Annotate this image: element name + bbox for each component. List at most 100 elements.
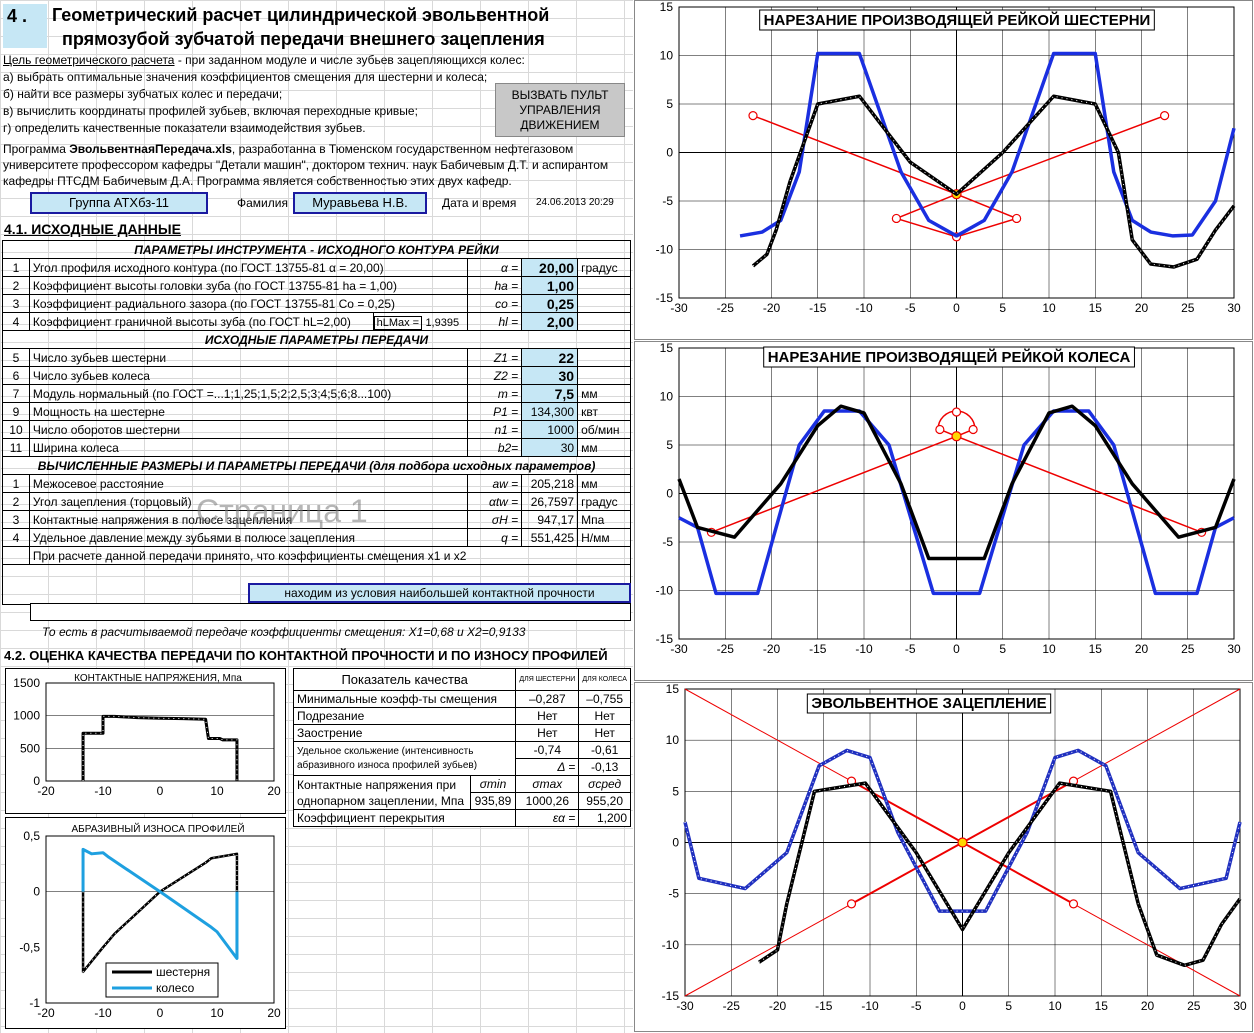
gear-cutting-plot: -30 -25 -20 -15 -10 -5 0 5 10 15 20 25 30 -15 -10 -5 0 5 1… (656, 341, 1241, 656)
y-tick-label: 0 (666, 146, 673, 160)
table-row: 3 Коэффициент радиального зазора (по ГОСТ… (2, 294, 631, 313)
width-input[interactable]: 30 (521, 438, 579, 457)
x-tick-label: 10 (1042, 301, 1056, 315)
y-tick-label: 15 (666, 683, 680, 696)
contact-stress-chart: -20 -10 0 10 20 0 500 1000 1500 КОНТАКТНЫЕ НАПРЯЖ… (5, 668, 286, 814)
y-tick-label: 0,5 (23, 829, 40, 843)
x-tick-label: 10 (1042, 642, 1056, 656)
table-row: 4 Удельное давление между зубьями в полюс… (2, 528, 631, 547)
x-tick-label: -10 (94, 784, 112, 798)
legend-label-1: шестерня (156, 965, 210, 979)
y-tick-label: 0 (672, 836, 679, 850)
z2-input[interactable]: 30 (521, 366, 579, 385)
x-tick-label: 25 (1181, 301, 1195, 315)
y-tick-label: -5 (662, 535, 673, 549)
table-row: 2 Коэффициент высоты головки зуба (по ГОС… (2, 276, 631, 295)
contact-point (846, 899, 857, 909)
calc-note: При расчете данной передачи принято, что… (28, 546, 632, 565)
x-tick-label: 20 (267, 784, 281, 798)
shift-result: То есть в расчитываемой передаче коэффиц… (42, 625, 526, 639)
y-tick-label: -10 (656, 584, 674, 598)
module-input[interactable]: 7,5 (521, 384, 579, 403)
series-line-2 (758, 781, 1242, 968)
series-markers-2 (758, 782, 1241, 966)
table-row: 5 Число зубьев шестерни Z1 = 22 (2, 348, 631, 367)
x-tick-label: 0 (157, 784, 164, 798)
table-row: 1 Угол профиля исходного контура (по ГОСТ… (2, 258, 631, 277)
goal-label: Цель геометрического расчета (3, 53, 175, 67)
series-markers-1 (82, 715, 238, 781)
plot-area (45, 835, 275, 1004)
y-tick-label: 0 (666, 487, 673, 501)
alpha-input[interactable]: 20,00 (521, 258, 579, 277)
y-tick-label: 15 (660, 342, 674, 355)
y-tick-label: 5 (672, 784, 679, 798)
co-input[interactable]: 0,25 (521, 294, 579, 313)
table-row: 10 Число оборотов шестерни n1 = 1000 об/мин (2, 420, 631, 439)
motion-control-button[interactable]: ВЫЗВАТЬ ПУЛЬТ УПРАВЛЕНИЯ ДВИЖЕНИЕМ (495, 83, 625, 137)
series-line-1 (81, 714, 239, 781)
x-tick-label: 10 (210, 1006, 224, 1020)
empty-field (30, 603, 631, 621)
x-tick-label: 10 (210, 784, 224, 798)
y-tick-label: -5 (668, 887, 679, 901)
y-tick-label: 10 (660, 390, 674, 404)
shift-method-dropdown[interactable]: находим из условия наибольшей контактной… (248, 583, 631, 603)
x-tick-label: 15 (1089, 301, 1103, 315)
x-tick-label: 30 (1227, 642, 1241, 656)
y-tick-label: 1000 (13, 709, 40, 723)
chart-title: НАРЕЗАНИЕ ПРОИЗВОДЯЩЕЙ РЕЙКОЙ КОЛЕСА (768, 348, 1131, 366)
pinion-cutting-chart: -30 -25 -20 -15 -10 -5 0 5 10 15 20 25 30 -15 -10 -5 0 5 1… (634, 0, 1253, 340)
contact-point (951, 407, 962, 417)
table-row: Коэффициент перекрытия εα = 1,200 (292, 809, 631, 827)
chart-title-box (806, 693, 1052, 714)
quality-table: Показатель качества для шестерни для колес… (292, 668, 631, 827)
goal-item-a: а) выбрать оптимальные значения коэффици… (3, 70, 488, 84)
power-input[interactable]: 134,300 (521, 402, 579, 421)
goal-item-b: б) найти все размеры зубчатых колес и пе… (3, 87, 283, 101)
surname-label: Фамилия (237, 196, 288, 210)
y-tick-label: -1 (29, 996, 40, 1010)
series-line-1 (739, 51, 1236, 238)
rpm-input[interactable]: 1000 (521, 420, 579, 439)
page-title-line1: Геометрический расчет цилиндрической эво… (52, 5, 550, 25)
transmission-section-title: ИСХОДНЫЕ ПАРАМЕТРЫ ПЕРЕДАЧИ (2, 330, 631, 349)
surname-field[interactable]: Муравьева Н.В. (293, 192, 427, 214)
y-tick-label: -15 (656, 632, 674, 646)
params-table: ПАРАМЕТРЫ ИНСТРУМЕНТА - ИСХОДНОГО КОНТУР… (2, 240, 632, 605)
table-row: Заострение Нет Нет (292, 724, 631, 742)
table-row: 7 Модуль нормальный (по ГОСТ =...1;1,25;1… (2, 384, 631, 403)
wear-plot: -20 -10 0 10 20 -1 -0,5 0 0,5 АБРАЗИВНЫЙ ИЗНОСА П… (19, 822, 281, 1020)
goal-rest: - при заданном модуле и числе зубьев зац… (174, 53, 525, 67)
z1-input[interactable]: 22 (521, 348, 579, 367)
y-tick-label: 0 (33, 774, 40, 788)
x-tick-label: -20 (37, 784, 55, 798)
x-tick-label: 20 (267, 1006, 281, 1020)
group-field[interactable]: Группа АТХбз-11 (30, 192, 208, 214)
contact-point (891, 213, 901, 224)
series-line-2 (677, 404, 1236, 561)
x-tick-label: -20 (769, 999, 787, 1013)
y-tick-label: 15 (660, 1, 674, 14)
x-tick-label: 20 (1135, 642, 1149, 656)
contact-point (968, 424, 978, 435)
chart-title: ЭВОЛЬВЕНТНОЕ ЗАЦЕПЛЕНИЕ (811, 695, 1046, 712)
x-tick-label: 10 (1048, 999, 1062, 1013)
hl-input[interactable]: 2,00 (521, 312, 579, 331)
chart-title: АБРАЗИВНЫЙ ИЗНОСА ПРОФИЛЕЙ (71, 822, 244, 835)
series-line-2 (81, 847, 239, 960)
contact-point (1012, 213, 1022, 224)
ha-input[interactable]: 1,00 (521, 276, 579, 295)
y-tick-label: -10 (656, 243, 674, 257)
x-tick-label: -10 (861, 999, 879, 1013)
y-tick-label: -5 (662, 194, 673, 208)
program-info-line2: университете профессором кафедры "Детали… (3, 158, 609, 172)
contact-point (748, 111, 758, 121)
goal-item-d: г) определить качественные показатели вз… (3, 121, 366, 135)
tool-section-title: ПАРАМЕТРЫ ИНСТРУМЕНТА - ИСХОДНОГО КОНТУР… (2, 240, 631, 259)
x-tick-label: 5 (1005, 999, 1012, 1013)
x-tick-label: -30 (676, 999, 694, 1013)
plot-area (45, 682, 275, 782)
line-of-action (752, 114, 1165, 196)
